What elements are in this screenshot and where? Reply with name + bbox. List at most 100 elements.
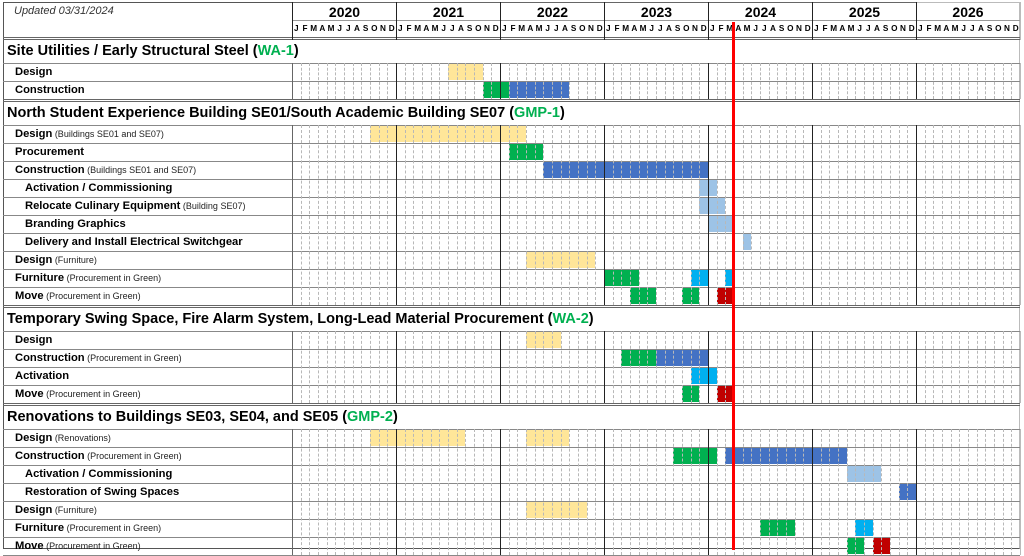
month-grid-line (482, 429, 484, 555)
gantt-bar (508, 144, 544, 160)
month-header: M (639, 24, 647, 33)
gantt-bar (526, 430, 570, 446)
task-label: Design (Renovations) (15, 429, 111, 447)
month-grid-line (517, 125, 519, 305)
month-grid-line (777, 63, 779, 99)
month-grid-line (855, 63, 857, 99)
row-divider (3, 215, 1020, 216)
month-grid-line (699, 331, 701, 403)
task-name: Delivery and Install Electrical Switchge… (25, 236, 243, 248)
month-grid-line (656, 331, 657, 403)
month-grid-line (569, 125, 571, 305)
task-label: Furniture (Procurement in Green) (15, 519, 161, 537)
month-grid-line (578, 63, 579, 99)
month-grid-line (673, 429, 675, 555)
month-grid-line (994, 63, 995, 99)
month-grid-line (838, 331, 839, 403)
grid-line (1020, 429, 1021, 555)
month-grid-line (474, 125, 475, 305)
month-grid-line (742, 125, 744, 305)
month-grid-line (491, 429, 493, 555)
year-grid-line (500, 429, 501, 555)
month-grid-line (413, 63, 415, 99)
month-grid-line (803, 429, 805, 555)
year-grid-line (916, 429, 917, 555)
label-column-border (292, 125, 293, 305)
month-header: J (857, 24, 862, 33)
month-header: A (666, 24, 672, 33)
month-header: J (762, 24, 767, 33)
year-header-2023: 2023 (604, 2, 708, 20)
section-title-end: ) (293, 43, 299, 59)
month-grid-line (846, 429, 848, 555)
task-note: (Procurement in Green) (64, 523, 162, 533)
task-name: Construction (15, 84, 85, 96)
month-grid-line (560, 331, 562, 403)
month-grid-line (309, 429, 311, 555)
row-divider (3, 501, 1020, 502)
task-label: Procurement (15, 143, 84, 161)
month-grid-line (716, 429, 718, 555)
month-grid-line (621, 331, 623, 403)
month-grid-line (872, 63, 874, 99)
task-note: (Buildings SE01 and SE07) (84, 165, 197, 175)
year-grid-line (604, 331, 605, 403)
month-grid-line (578, 429, 579, 555)
month-header: J (337, 24, 342, 33)
section-title-end: ) (392, 409, 398, 425)
month-header: M (726, 24, 734, 33)
month-header: F (510, 24, 516, 33)
month-grid-line (621, 63, 623, 99)
task-name: Activation / Commissioning (25, 182, 173, 194)
month-grid-line (422, 63, 423, 99)
row-divider (3, 429, 1020, 430)
task-label: Move (Procurement in Green) (15, 537, 141, 555)
month-grid-line (309, 63, 311, 99)
month-grid-line (335, 331, 337, 403)
month-grid-line (638, 331, 640, 403)
month-grid-line (595, 125, 597, 305)
month-grid-line (465, 63, 467, 99)
month-header: N (692, 24, 698, 33)
month-grid-line (1011, 63, 1013, 99)
year-grid-line (812, 63, 813, 99)
row-divider (3, 349, 1020, 350)
month-header: A (354, 24, 360, 33)
section-tag: WA-2 (552, 311, 589, 327)
task-label: Activation / Commissioning (25, 465, 172, 483)
task-note: (Procurement in Green) (43, 389, 141, 399)
month-grid-line (855, 331, 857, 403)
month-header: O (995, 24, 1002, 33)
month-grid-line (344, 429, 345, 555)
month-grid-line (378, 125, 380, 305)
month-grid-line (768, 331, 770, 403)
month-grid-line (959, 125, 961, 305)
month-grid-line (465, 125, 467, 305)
month-grid-line (933, 429, 935, 555)
month-grid-line (864, 429, 865, 555)
row-divider (3, 483, 1020, 484)
month-header: J (970, 24, 975, 33)
month-grid-line (361, 429, 363, 555)
month-grid-line (517, 429, 519, 555)
task-label: Move (Procurement in Green) (15, 287, 141, 305)
task-label: Design (15, 331, 52, 349)
month-header: J (658, 24, 663, 33)
month-grid-line (630, 429, 631, 555)
task-label: Construction (15, 81, 85, 99)
month-grid-line (595, 63, 597, 99)
month-header: J (294, 24, 299, 33)
month-grid-line (612, 331, 614, 403)
month-grid-line (820, 331, 822, 403)
month-grid-line (647, 125, 649, 305)
row-divider (3, 447, 1020, 448)
gantt-bar (846, 466, 882, 482)
month-header: O (891, 24, 898, 33)
header-year-line (396, 2, 397, 40)
gantt-bar (725, 270, 734, 286)
task-label: Design (15, 63, 52, 81)
month-header: S (882, 24, 889, 33)
month-grid-line (942, 429, 943, 555)
month-grid-line (786, 331, 787, 403)
year-grid-line (500, 125, 501, 305)
